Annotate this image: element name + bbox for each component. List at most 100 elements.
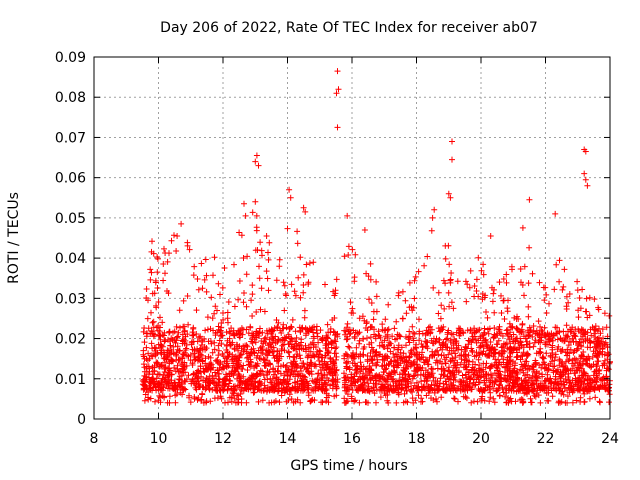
data-point xyxy=(586,362,593,369)
data-point xyxy=(198,396,205,403)
data-point xyxy=(445,190,452,197)
y-axis-label: ROTI / TECUs xyxy=(6,192,22,284)
data-point xyxy=(522,372,528,379)
data-point xyxy=(275,319,282,326)
data-point xyxy=(174,333,181,340)
data-point xyxy=(145,350,152,357)
data-point xyxy=(469,358,476,365)
data-point xyxy=(212,303,219,310)
data-point xyxy=(505,297,511,304)
data-point xyxy=(575,314,582,321)
data-point xyxy=(331,292,338,299)
data-point xyxy=(161,381,167,388)
data-point xyxy=(565,384,572,391)
data-point xyxy=(419,349,425,356)
data-point xyxy=(556,257,563,264)
data-point xyxy=(230,330,237,337)
data-point xyxy=(310,259,317,266)
data-point xyxy=(300,204,307,211)
data-point xyxy=(264,330,271,337)
data-point xyxy=(174,233,181,239)
data-point xyxy=(243,326,250,333)
data-point xyxy=(259,397,266,404)
data-point xyxy=(398,354,405,361)
x-tick-label: 24 xyxy=(601,431,619,447)
data-point xyxy=(266,239,273,246)
data-point xyxy=(605,366,612,373)
data-point xyxy=(272,398,279,404)
data-point xyxy=(224,387,231,394)
data-point xyxy=(191,263,198,270)
data-point xyxy=(514,381,521,388)
data-point xyxy=(443,336,450,343)
data-point xyxy=(203,288,210,295)
data-point xyxy=(363,399,370,406)
data-point xyxy=(411,351,418,358)
data-point xyxy=(327,329,334,336)
data-point xyxy=(193,331,200,337)
data-point xyxy=(259,343,265,350)
data-point xyxy=(275,336,282,343)
data-point xyxy=(165,354,171,361)
data-point xyxy=(229,339,236,346)
data-point xyxy=(529,270,536,277)
data-point xyxy=(565,370,572,377)
data-point xyxy=(345,243,352,250)
data-point xyxy=(471,333,478,340)
data-point xyxy=(563,332,569,339)
data-point xyxy=(240,299,247,306)
data-point xyxy=(560,381,567,388)
data-point xyxy=(263,233,270,239)
data-point xyxy=(552,210,559,217)
data-point xyxy=(506,357,513,364)
data-point xyxy=(145,396,152,403)
data-point xyxy=(324,350,331,357)
data-point xyxy=(558,348,565,355)
data-point xyxy=(513,354,520,361)
data-point xyxy=(588,332,595,339)
data-point xyxy=(442,378,449,385)
data-point xyxy=(232,399,239,406)
y-tick-label: 0.07 xyxy=(55,130,86,146)
data-point xyxy=(349,305,356,312)
data-point xyxy=(584,182,591,189)
data-point xyxy=(532,360,539,367)
data-point xyxy=(437,375,444,382)
data-point xyxy=(487,233,494,239)
data-point xyxy=(392,336,399,343)
data-point xyxy=(288,335,295,342)
data-point xyxy=(202,386,209,393)
data-point xyxy=(300,271,307,278)
data-point xyxy=(552,373,559,380)
data-point xyxy=(237,377,244,384)
data-point xyxy=(323,345,330,351)
data-point xyxy=(159,319,166,326)
data-point xyxy=(168,335,175,342)
data-point xyxy=(578,380,585,387)
data-point xyxy=(593,342,600,349)
data-point xyxy=(391,368,398,375)
data-point xyxy=(384,331,391,338)
data-point xyxy=(246,362,253,369)
data-point xyxy=(192,384,199,391)
data-point xyxy=(148,309,154,316)
data-point xyxy=(360,363,367,370)
data-point xyxy=(545,341,551,348)
data-point xyxy=(391,325,398,332)
data-point xyxy=(492,349,499,356)
data-point xyxy=(298,339,305,346)
data-point xyxy=(297,294,304,301)
data-point xyxy=(566,291,573,297)
data-point xyxy=(541,297,548,304)
data-point xyxy=(185,321,192,328)
data-point xyxy=(168,371,175,378)
data-point xyxy=(503,340,510,347)
data-point xyxy=(233,341,240,348)
data-point xyxy=(222,399,228,406)
data-point xyxy=(329,339,336,346)
data-point xyxy=(333,276,340,283)
data-point xyxy=(353,344,360,351)
data-point xyxy=(463,298,470,305)
data-point xyxy=(376,332,383,339)
data-point xyxy=(496,393,503,399)
